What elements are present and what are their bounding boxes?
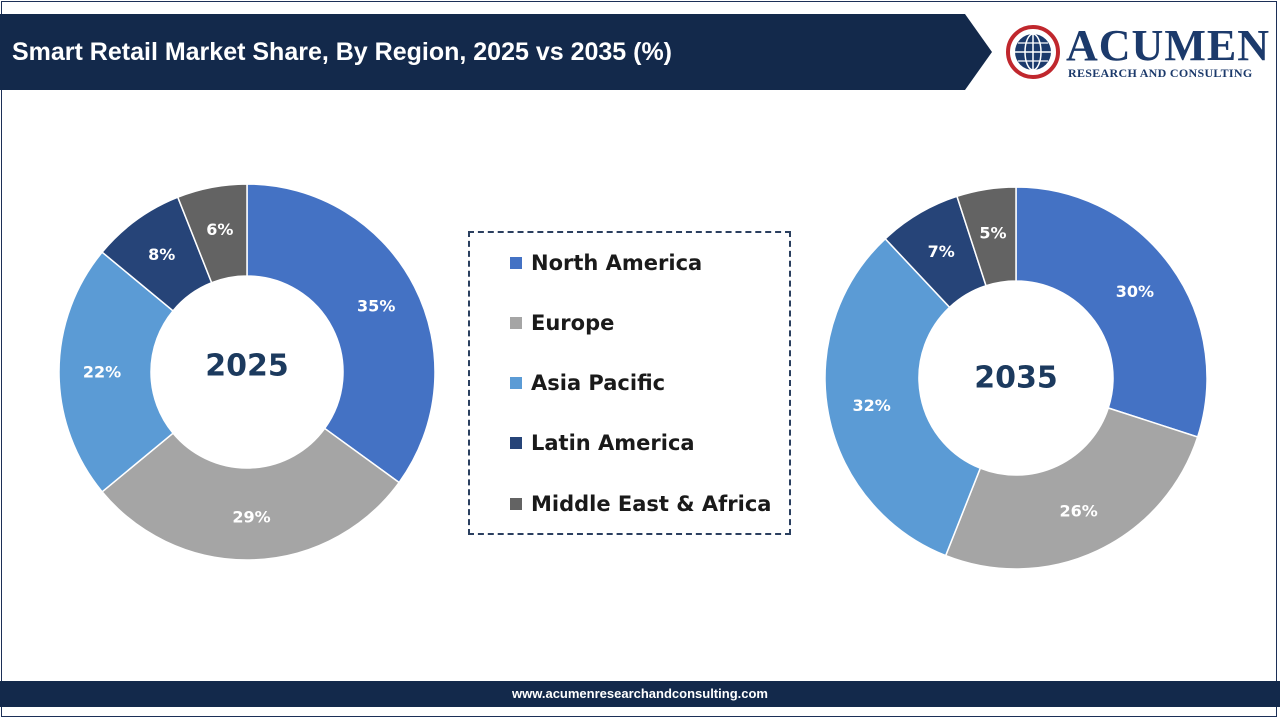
acumen-logo: ACUMEN RESEARCH AND CONSULTING [1004,22,1269,82]
data-label-2025-middle-east-and-africa: 6% [206,220,233,239]
slice-2025-middle-east-and-africa [176,183,248,284]
legend-swatch [510,317,522,329]
globe-icon [1006,25,1060,79]
legend-item-latin-america: Latin America [510,428,695,458]
data-label-2025-latin-america: 8% [148,245,175,264]
legend-swatch [510,437,522,449]
data-label-2035-middle-east-and-africa: 5% [979,223,1006,242]
legend-item-north-america: North America [510,248,702,278]
legend-label: Middle East & Africa [531,492,772,516]
slice-2025-north-america [246,183,436,484]
slice-2035-europe [944,407,1199,570]
legend-label: North America [531,251,703,275]
legend-swatch [510,498,522,510]
donut-center-label-2035: 2035 [974,361,1058,396]
logo-subtitle: RESEARCH AND CONSULTING [1068,66,1253,80]
slice-2035-middle-east-and-africa [956,186,1017,287]
data-label-2035-asia-pacific: 32% [852,396,890,415]
slice-2035-asia-pacific [824,237,982,557]
page-title: Smart Retail Market Share, By Region, 20… [12,38,673,66]
chart-legend: North America Europe Asia Pacific Latin … [468,231,791,535]
legend-label: Latin America [531,431,695,455]
data-label-2025-europe: 29% [232,507,270,526]
logo-name: ACUMEN [1066,21,1270,70]
legend-label: Europe [531,311,615,335]
legend-item-europe: Europe [510,308,614,338]
data-label-2035-latin-america: 7% [928,242,955,261]
data-label-2025-asia-pacific: 22% [83,363,121,382]
slice-2035-north-america [1015,186,1208,438]
legend-item-middle-east-africa: Middle East & Africa [510,489,771,519]
legend-swatch [510,257,522,269]
data-label-2025-north-america: 35% [357,297,395,316]
footer-url: www.acumenresearchandconsulting.com [0,681,1280,707]
legend-swatch [510,377,522,389]
legend-label: Asia Pacific [531,371,666,395]
slice-2025-asia-pacific [58,251,175,493]
data-label-2035-europe: 26% [1059,502,1097,521]
legend-item-asia-pacific: Asia Pacific [510,368,665,398]
data-label-2035-north-america: 30% [1116,282,1154,301]
slice-2025-europe [101,427,401,561]
title-banner [0,14,992,90]
donut-center-label-2025: 2025 [205,349,289,384]
